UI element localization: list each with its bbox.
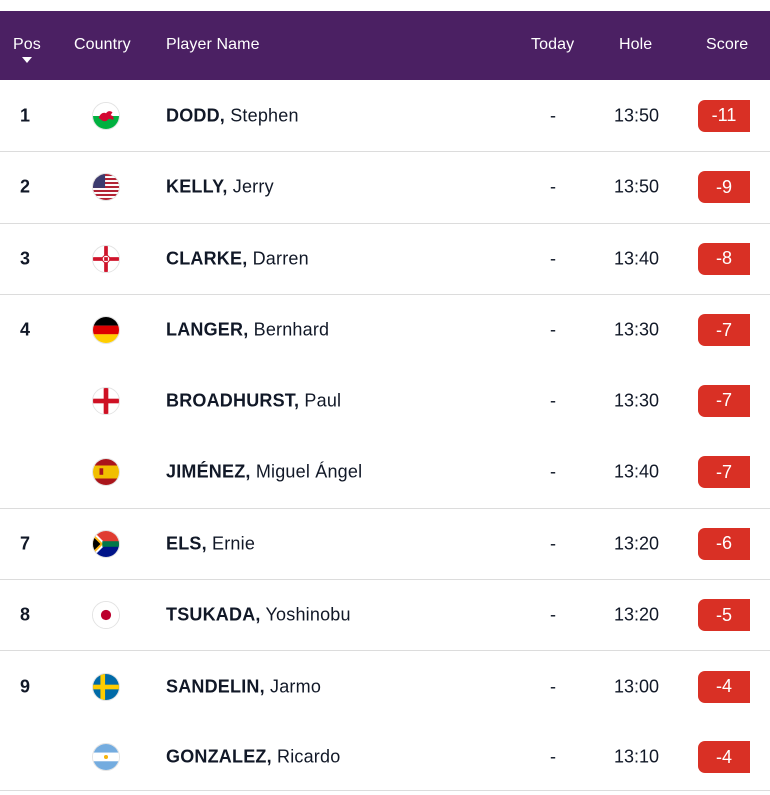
table-body: 1 DODD, Stephen - 13:50 -11 2 KELLY, Jer… bbox=[0, 80, 770, 793]
score-badge: -7 bbox=[698, 456, 750, 489]
england-flag-icon bbox=[92, 386, 120, 415]
first-name: Jerry bbox=[232, 176, 274, 197]
today-score: - bbox=[550, 176, 556, 197]
hole-column-header: Hole bbox=[619, 36, 653, 53]
position: 1 bbox=[20, 105, 31, 126]
sort-descending-icon[interactable] bbox=[22, 57, 32, 63]
score-badge: -5 bbox=[698, 599, 750, 632]
hole-time: 13:00 bbox=[614, 676, 660, 697]
player-name[interactable]: SANDELIN, Jarmo bbox=[166, 676, 321, 697]
first-name: Bernhard bbox=[253, 319, 330, 340]
hole-time: 13:20 bbox=[614, 604, 660, 625]
hole-time: 13:10 bbox=[614, 746, 660, 767]
score-badge: -7 bbox=[698, 384, 750, 417]
today-score: - bbox=[550, 676, 556, 697]
today-score: - bbox=[550, 319, 556, 340]
first-name: Ernie bbox=[212, 533, 256, 554]
last-name: TSUKADA, bbox=[166, 604, 261, 625]
player-name[interactable]: LANGER, Bernhard bbox=[166, 320, 329, 341]
hole-time: 13:50 bbox=[614, 176, 660, 197]
hole-time: 13:40 bbox=[614, 461, 660, 482]
player-name[interactable]: TSUKADA, Yoshinobu bbox=[166, 605, 351, 626]
first-name: Stephen bbox=[230, 105, 299, 126]
position: 4 bbox=[20, 319, 31, 340]
player-name[interactable]: ELS, Ernie bbox=[166, 533, 255, 554]
table-row[interactable]: GONZALEZ, Ricardo - 13:10 -4 bbox=[0, 722, 770, 793]
position: 8 bbox=[20, 604, 31, 625]
score-badge: -7 bbox=[698, 314, 750, 347]
player-name[interactable]: GONZALEZ, Ricardo bbox=[166, 747, 340, 768]
player-name[interactable]: JIMÉNEZ, Miguel Ángel bbox=[166, 462, 362, 483]
today-score: - bbox=[550, 746, 556, 767]
position: 9 bbox=[20, 676, 31, 697]
score-badge: -9 bbox=[698, 171, 750, 204]
table-row[interactable]: 2 KELLY, Jerry - 13:50 -9 bbox=[0, 151, 770, 222]
player-name[interactable]: KELLY, Jerry bbox=[166, 177, 274, 198]
pos-column-header[interactable]: Pos bbox=[13, 36, 41, 53]
today-score: - bbox=[550, 390, 556, 411]
leaderboard-table: Pos Country Player Name Today Hole Score… bbox=[0, 11, 770, 793]
table-row[interactable]: 8 TSUKADA, Yoshinobu - 13:20 -5 bbox=[0, 579, 770, 650]
score-badge: -11 bbox=[698, 99, 750, 132]
table-row[interactable]: 1 DODD, Stephen - 13:50 -11 bbox=[0, 80, 770, 151]
hole-time: 13:40 bbox=[614, 248, 660, 269]
player-name[interactable]: CLARKE, Darren bbox=[166, 248, 309, 269]
last-name: JIMÉNEZ, bbox=[166, 461, 251, 482]
position: 7 bbox=[20, 533, 31, 554]
last-name: CLARKE, bbox=[166, 248, 248, 269]
score-badge: -8 bbox=[698, 242, 750, 275]
player-name[interactable]: BROADHURST, Paul bbox=[166, 390, 341, 411]
first-name: Miguel Ángel bbox=[255, 461, 363, 482]
today-score: - bbox=[550, 461, 556, 482]
wales-flag-icon bbox=[92, 101, 120, 130]
germany-flag-icon bbox=[92, 316, 120, 345]
table-row[interactable]: 7 ELS, Ernie - 13:20 -6 bbox=[0, 507, 770, 579]
hole-time: 13:30 bbox=[614, 319, 660, 340]
argentina-flag-icon bbox=[92, 743, 120, 772]
score-column-header: Score bbox=[706, 36, 749, 53]
today-score: - bbox=[550, 533, 556, 554]
first-name: Yoshinobu bbox=[265, 604, 351, 625]
last-name: GONZALEZ, bbox=[166, 746, 272, 767]
table-row[interactable]: JIMÉNEZ, Miguel Ángel - 13:40 -7 bbox=[0, 436, 770, 507]
today-score: - bbox=[550, 248, 556, 269]
position: 3 bbox=[20, 248, 31, 269]
player-name-column-header: Player Name bbox=[166, 36, 260, 53]
japan-flag-icon bbox=[92, 601, 120, 630]
country-column-header: Country bbox=[74, 36, 131, 53]
score-badge: -6 bbox=[698, 527, 750, 560]
today-column-header: Today bbox=[531, 36, 575, 53]
table-row[interactable]: 9 SANDELIN, Jarmo - 13:00 -4 bbox=[0, 650, 770, 721]
first-name: Paul bbox=[304, 390, 342, 411]
last-name: ELS, bbox=[166, 533, 207, 554]
south-africa-flag-icon bbox=[92, 529, 120, 558]
northern-ireland-flag-icon bbox=[92, 244, 120, 273]
hole-time: 13:30 bbox=[614, 390, 660, 411]
last-name: SANDELIN, bbox=[166, 676, 265, 697]
score-badge: -4 bbox=[698, 670, 750, 703]
hole-time: 13:20 bbox=[614, 533, 660, 554]
first-name: Ricardo bbox=[277, 746, 341, 767]
usa-flag-icon bbox=[92, 173, 120, 202]
first-name: Jarmo bbox=[270, 676, 322, 697]
last-name: BROADHURST, bbox=[166, 390, 300, 411]
table-header: Pos Country Player Name Today Hole Score bbox=[0, 11, 770, 80]
table-row[interactable]: 3 CLARKE, Darren - 13:40 -8 bbox=[0, 222, 770, 294]
table-row[interactable]: 4 LANGER, Bernhard - 13:30 -7 bbox=[0, 293, 770, 365]
last-name: KELLY, bbox=[166, 176, 228, 197]
table-row[interactable]: BROADHURST, Paul - 13:30 -7 bbox=[0, 365, 770, 436]
today-score: - bbox=[550, 604, 556, 625]
hole-time: 13:50 bbox=[614, 105, 660, 126]
player-name[interactable]: DODD, Stephen bbox=[166, 105, 299, 126]
table-bottom-divider bbox=[0, 790, 770, 791]
first-name: Darren bbox=[252, 248, 309, 269]
today-score: - bbox=[550, 105, 556, 126]
last-name: LANGER, bbox=[166, 319, 249, 340]
sweden-flag-icon bbox=[92, 672, 120, 701]
spain-flag-icon bbox=[92, 458, 120, 487]
position: 2 bbox=[20, 176, 31, 197]
last-name: DODD, bbox=[166, 105, 225, 126]
score-badge: -4 bbox=[698, 741, 750, 774]
